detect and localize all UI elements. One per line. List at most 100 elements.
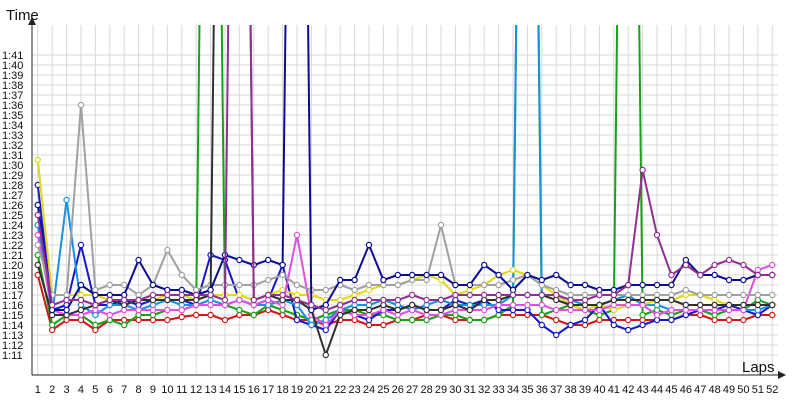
x-tick-label: 3 — [64, 384, 70, 396]
data-point — [120, 321, 128, 329]
data-point — [740, 316, 747, 324]
data-point — [567, 281, 574, 289]
x-tick-label: 22 — [334, 384, 346, 396]
x-tick-label: 6 — [107, 384, 113, 396]
data-point — [164, 306, 171, 314]
data-point — [409, 291, 416, 299]
data-point — [48, 301, 56, 309]
series-5 — [34, 231, 776, 329]
data-point — [495, 271, 502, 279]
data-point — [236, 256, 243, 264]
data-point — [668, 281, 675, 289]
data-point — [553, 291, 560, 299]
data-point — [668, 306, 675, 314]
data-point — [34, 241, 41, 249]
x-axis-arrow — [778, 371, 786, 379]
x-tick-label: 46 — [680, 384, 692, 396]
x-tick-label: 43 — [637, 384, 649, 396]
data-point — [625, 281, 632, 289]
data-point — [769, 271, 776, 279]
data-point — [423, 271, 430, 279]
x-tick-label: 35 — [521, 384, 533, 396]
data-point — [365, 306, 373, 314]
data-point — [77, 296, 85, 304]
data-point — [754, 301, 762, 309]
data-point — [149, 306, 157, 314]
series-line-1 — [36, 25, 773, 326]
data-point — [293, 316, 301, 324]
data-point — [308, 321, 315, 329]
data-point — [178, 313, 185, 321]
x-tick-label: 18 — [276, 384, 288, 396]
data-point — [495, 281, 502, 289]
x-tick-label: 25 — [377, 384, 389, 396]
y-tick-label: 1:26 — [2, 200, 23, 212]
data-point — [437, 306, 445, 314]
y-tick-label: 1:15 — [2, 310, 23, 322]
data-point — [495, 291, 502, 299]
x-tick-label: 21 — [320, 384, 332, 396]
y-tick-label: 1:16 — [2, 300, 23, 312]
x-tick-label: 9 — [150, 384, 156, 396]
data-point — [63, 296, 70, 304]
data-point — [711, 301, 718, 309]
data-point — [581, 281, 589, 289]
data-point — [653, 296, 661, 304]
data-point — [308, 301, 315, 309]
data-point — [394, 271, 401, 279]
data-point — [682, 301, 690, 309]
data-point — [106, 296, 113, 304]
data-point — [264, 256, 272, 264]
x-tick-label: 32 — [478, 384, 490, 396]
data-point — [697, 301, 704, 309]
data-point — [77, 306, 85, 314]
y-tick-label: 1:21 — [2, 250, 23, 262]
data-point — [754, 291, 762, 299]
data-point — [351, 296, 358, 304]
x-tick-label: 51 — [752, 384, 764, 396]
data-point — [437, 296, 445, 304]
data-point — [120, 296, 128, 304]
y-tick-label: 1:34 — [2, 120, 23, 132]
data-point — [581, 296, 589, 304]
x-tick-label: 23 — [348, 384, 360, 396]
x-tick-label: 30 — [449, 384, 461, 396]
data-point — [77, 101, 85, 109]
data-point — [336, 301, 344, 309]
data-point — [409, 316, 416, 324]
data-point — [769, 311, 776, 319]
data-point — [466, 291, 474, 299]
data-point — [481, 281, 488, 289]
data-point — [481, 316, 488, 324]
data-point — [509, 291, 517, 299]
data-point — [553, 316, 560, 324]
data-point — [394, 306, 401, 314]
x-tick-label: 37 — [550, 384, 562, 396]
data-point — [538, 276, 546, 284]
series-6 — [34, 101, 776, 299]
y-tick-label: 1:41 — [2, 50, 23, 62]
data-point — [250, 311, 257, 319]
y-tick-label: 1:28 — [2, 180, 23, 192]
data-point — [264, 276, 272, 284]
data-point — [34, 261, 41, 269]
x-tick-label: 29 — [435, 384, 447, 396]
data-point — [178, 271, 185, 279]
data-point — [639, 166, 646, 174]
data-point — [725, 301, 733, 309]
data-point — [452, 301, 459, 309]
data-point — [236, 296, 243, 304]
data-point — [769, 301, 776, 309]
data-point — [610, 291, 618, 299]
data-point — [740, 276, 747, 284]
data-point — [92, 291, 99, 299]
x-tick-label: 8 — [136, 384, 142, 396]
data-point — [250, 296, 257, 304]
data-point — [711, 261, 718, 269]
data-point — [92, 321, 99, 329]
data-point — [653, 311, 661, 319]
y-tick-label: 1:12 — [2, 340, 23, 352]
data-point — [48, 321, 56, 329]
data-point — [653, 231, 661, 239]
x-tick-label: 34 — [507, 384, 519, 396]
